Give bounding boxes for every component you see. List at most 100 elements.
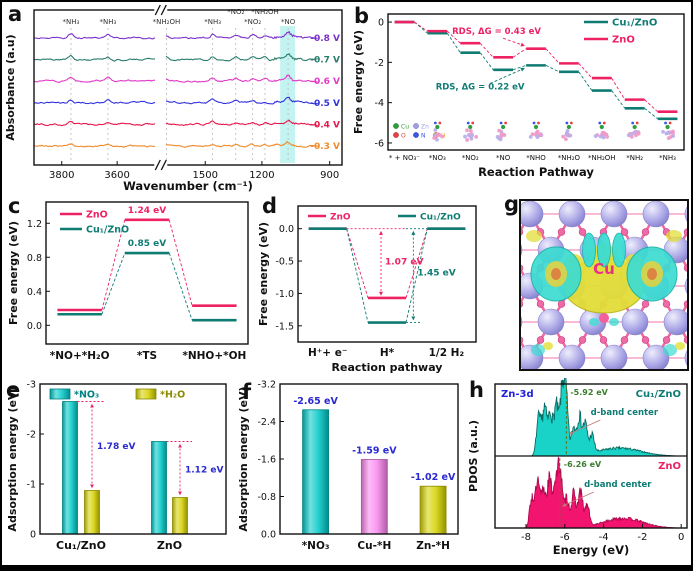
panel-letter-b: b — [354, 4, 370, 28]
svg-text:Adsorption energy (eV): Adsorption energy (eV) — [6, 386, 19, 531]
svg-text:-2.4: -2.4 — [257, 417, 276, 428]
svg-text:-1.6: -1.6 — [257, 455, 276, 466]
ftir-spectra-chart: *NH₃ *NH₃ *NH₂OH *NH₃*NO₂*NO₂*NH₂OH*NO-0.8 … — [4, 4, 343, 193]
svg-text:*NH₃: *NH₃ — [204, 18, 221, 26]
svg-text:-4: -4 — [375, 98, 384, 109]
svg-text:1200: 1200 — [249, 170, 274, 181]
svg-text:0.0: 0.0 — [261, 530, 276, 541]
svg-text:*NO₂: *NO₂ — [244, 18, 261, 26]
svg-text:-6: -6 — [375, 138, 384, 149]
svg-text:Free energy (eV): Free energy (eV) — [352, 30, 365, 134]
svg-text:*NH₂: *NH₂ — [626, 154, 643, 162]
svg-text:*NH₂OH: *NH₂OH — [588, 154, 616, 162]
svg-text:-4: -4 — [599, 532, 609, 543]
pdos-chart: -5.92 eV d-band center Cu₁/ZnO Zn-3d -6.26 e… — [467, 368, 688, 557]
svg-text:*NH₂O: *NH₂O — [558, 154, 581, 162]
svg-text:-1.59 eV: -1.59 eV — [352, 445, 397, 456]
series-Cu₁/ZnO — [308, 227, 466, 324]
svg-text:900: 900 — [320, 170, 339, 181]
svg-text:*NHO: *NHO — [526, 154, 546, 162]
svg-text:Zn: Zn — [421, 124, 429, 131]
svg-text:-0.5 V: -0.5 V — [310, 99, 340, 109]
svg-text:Cu₁/ZnO: Cu₁/ZnO — [56, 539, 106, 552]
svg-text:Free energy (eV): Free energy (eV) — [7, 221, 20, 325]
svg-text:-0.4 V: -0.4 V — [310, 120, 340, 130]
svg-text:d-band center: d-band center — [591, 408, 659, 418]
svg-text:d-band center: d-band center — [584, 480, 652, 490]
svg-text:0: 0 — [30, 530, 36, 541]
svg-text:ZnO: ZnO — [157, 539, 182, 552]
svg-text:0: 0 — [678, 532, 684, 543]
svg-text:Zn-3d: Zn-3d — [501, 389, 534, 400]
adsorption-energy-bars: -2.65 eV *NO₃ -1.59 eV Cu-*H -1.02 eV Zn-*H 0.… — [237, 380, 459, 552]
svg-text:0.8: 0.8 — [27, 253, 42, 264]
panel-d: d 0.0 -0.5 -1.0 -1.5 ZnO Cu₁/ZnO 1.07 eV 1.45 e… — [254, 194, 484, 378]
svg-text:-6: -6 — [560, 532, 570, 543]
svg-text:*H₂O: *H₂O — [160, 390, 185, 401]
panel-letter-e: e — [6, 378, 21, 402]
svg-text:0.4: 0.4 — [27, 287, 42, 298]
svg-text:3800: 3800 — [49, 170, 74, 181]
panel-b: b 0 -2 -4 -6 Cu₁/ZnO ZnO RDS, ΔG = 0.43 eV RDS,… — [350, 2, 691, 194]
svg-text:-1.02 eV: -1.02 eV — [411, 472, 456, 483]
svg-text:Cu: Cu — [593, 260, 615, 278]
svg-text:Wavenumber (cm⁻¹): Wavenumber (cm⁻¹) — [123, 179, 253, 193]
svg-text:1500: 1500 — [193, 170, 218, 181]
svg-text:Absorbance (a.u): Absorbance (a.u) — [4, 34, 17, 140]
panel-letter-g: g — [504, 192, 520, 216]
charge-density-structure: Cu — [519, 199, 689, 371]
svg-text:*NO₃: *NO₃ — [302, 540, 330, 552]
svg-text:-0.3 V: -0.3 V — [310, 142, 340, 152]
svg-text:PDOS (a.u.): PDOS (a.u.) — [467, 420, 480, 492]
svg-text:*NO: *NO — [281, 18, 296, 26]
panel-a: a *NH₃ *NH₃ *NH₂OH *NH₃ *NO₂ *NO₂ *NH₂OH *NO -0.… — [4, 2, 350, 194]
panel-f: f -2.65 eV *NO₃ -1.59 eV Cu-*H -1.02 eV Zn-*H… — [234, 378, 467, 565]
panel-g: g Cu — [482, 192, 691, 378]
svg-text:Cu₁/ZnO: Cu₁/ZnO — [86, 225, 129, 236]
svg-text:ZnO: ZnO — [330, 213, 351, 223]
svg-text:*NO₂: *NO₂ — [227, 8, 244, 16]
svg-text:-1.0: -1.0 — [275, 289, 294, 300]
svg-text:*NO₂: *NO₂ — [462, 154, 479, 162]
panel-letter-c: c — [8, 194, 21, 218]
svg-text:-0.8: -0.8 — [257, 492, 276, 503]
svg-text:*NH₃: *NH₃ — [63, 18, 80, 26]
panel-c: c 0.0 0.4 0.8 1.2 ZnO Cu₁/ZnO 1.24 eV 0.85 eV *N… — [4, 194, 254, 378]
svg-text:Cu₁/ZnO: Cu₁/ZnO — [612, 18, 657, 29]
svg-text:3600: 3600 — [104, 170, 129, 181]
svg-text:*NH₂OH: *NH₂OH — [251, 8, 279, 16]
series-ZnO — [57, 218, 237, 312]
svg-text:-0.7 V: -0.7 V — [310, 56, 340, 66]
panel-letter-h: h — [469, 378, 484, 402]
svg-text:*NH₃: *NH₃ — [100, 18, 117, 26]
svg-text:RDS, ΔG = 0.22 eV: RDS, ΔG = 0.22 eV — [436, 83, 525, 93]
svg-text:Cu-*H: Cu-*H — [357, 540, 391, 552]
svg-text:H⁺+ e⁻: H⁺+ e⁻ — [308, 347, 347, 359]
svg-text:*TS: *TS — [137, 350, 157, 362]
svg-text:N: N — [421, 133, 426, 140]
svg-text:ZnO: ZnO — [86, 210, 108, 221]
panel-h: h -5.92 eV d-band center Cu₁/ZnO Zn-3d -6.26… — [467, 368, 691, 565]
svg-text:*NO+*H₂O: *NO+*H₂O — [50, 350, 110, 362]
svg-text:-5.92 eV: -5.92 eV — [570, 388, 608, 397]
series-Cu₁/ZnO — [57, 251, 237, 322]
svg-text:Reaction Pathway: Reaction Pathway — [478, 165, 594, 179]
svg-text:0.0: 0.0 — [27, 321, 42, 332]
svg-text:*NHO+*OH: *NHO+*OH — [182, 350, 246, 362]
svg-text:-1: -1 — [27, 480, 36, 491]
svg-text:Zn-*H: Zn-*H — [416, 540, 450, 552]
svg-text:*NH₃: *NH₃ — [659, 154, 676, 162]
svg-text:-2: -2 — [27, 430, 36, 441]
svg-text:-2: -2 — [375, 58, 384, 69]
svg-text:1.07 eV: 1.07 eV — [385, 257, 423, 267]
svg-text:1.12 eV: 1.12 eV — [185, 466, 223, 476]
svg-text:Cu: Cu — [401, 124, 409, 131]
svg-text:* + NO₃⁻: * + NO₃⁻ — [389, 154, 420, 162]
svg-text:*NH₂OH: *NH₂OH — [153, 18, 181, 26]
her-pathway-chart: 0.0 -0.5 -1.0 -1.5 ZnO Cu₁/ZnO 1.07 eV1.45 eV H… — [257, 205, 477, 374]
svg-text:H*: H* — [380, 347, 395, 359]
svg-text:0.85 eV: 0.85 eV — [128, 239, 166, 249]
svg-text:-3.2: -3.2 — [257, 380, 276, 391]
svg-text:1/2 H₂: 1/2 H₂ — [429, 347, 465, 359]
